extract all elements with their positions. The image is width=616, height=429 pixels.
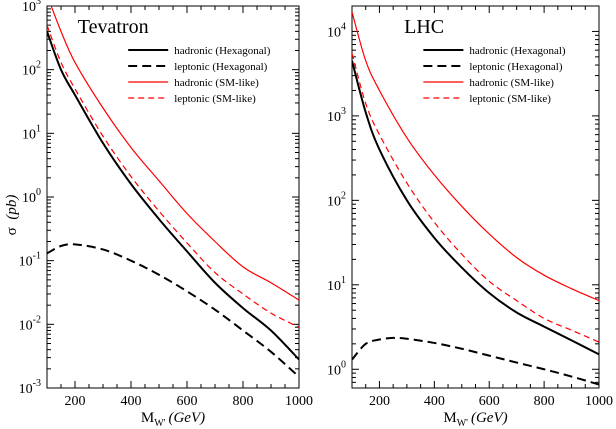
- lhc-x-tick-label: 400: [424, 394, 445, 409]
- tevatron-y-tick-label: 10-3: [19, 378, 41, 397]
- tevatron-curves: [47, 6, 299, 378]
- lhc-x-axis-label: MW' (GeV): [443, 410, 507, 429]
- lhc-x-tick-label: 800: [534, 394, 555, 409]
- svg-text:σ (pb): σ (pb): [4, 195, 20, 236]
- lhc-legend: hadronic (Hexagonal) leptonic (Hexagonal)…: [423, 45, 566, 105]
- tevatron-legend-label: leptonic (SM-like): [174, 93, 256, 105]
- lhc-title: LHC: [404, 16, 444, 38]
- tevatron-x-tick-label: 200: [65, 394, 86, 409]
- lhc-x-tick-label: 200: [369, 394, 390, 409]
- lhc-y-tick-label: 103: [327, 106, 346, 125]
- tevatron-x-axis-label: MW' (GeV): [141, 410, 205, 429]
- tevatron-y-tick-label: 101: [22, 123, 41, 142]
- tevatron-x-tick-label: 1000: [285, 394, 313, 409]
- tevatron-legend-label: leptonic (Hexagonal): [174, 61, 267, 73]
- lhc-panel: 200 400 600 800 1000 100 101 102 103 104 LHC hadron…: [327, 5, 613, 429]
- tevatron-legend-label: hadronic (SM-like): [174, 77, 259, 89]
- y-axis-label: σ (pb): [4, 195, 20, 236]
- tevatron-y-tick-label: 103: [22, 0, 41, 15]
- lhc-legend-label: hadronic (Hexagonal): [469, 45, 566, 57]
- lhc-legend-label: leptonic (SM-like): [469, 93, 551, 105]
- tevatron-x-ticks: 200 400 600 800 1000: [46, 6, 313, 409]
- tevatron-y-tick-label: 10-1: [19, 251, 41, 270]
- lhc-x-tick-label: 600: [479, 394, 500, 409]
- lhc-legend-label: leptonic (Hexagonal): [469, 61, 562, 73]
- lhc-legend-label: hadronic (SM-like): [469, 77, 554, 89]
- tevatron-panel: 200 400 600 800 1000 10-3 10-2 10-1 100 101 102 103…: [19, 0, 313, 429]
- tevatron-series-line-1: [47, 243, 299, 378]
- lhc-y-tick-label: 104: [327, 21, 346, 40]
- tevatron-legend: hadronic (Hexagonal) leptonic (Hexagonal)…: [128, 45, 271, 105]
- lhc-series-line-2: [352, 11, 599, 302]
- lhc-y-tick-label: 101: [327, 275, 346, 294]
- y-axis-label-unit: (pb): [4, 195, 20, 220]
- tevatron-y-ticks: 10-3 10-2 10-1 100 101 102 103: [19, 0, 299, 397]
- lhc-y-tick-label: 100: [327, 359, 346, 378]
- tevatron-legend-label: hadronic (Hexagonal): [174, 45, 271, 57]
- tevatron-series-line-0: [47, 30, 299, 361]
- lhc-series-line-0: [352, 60, 599, 356]
- lhc-series-line-1: [352, 336, 599, 386]
- y-axis-label-symbol: σ: [4, 227, 20, 235]
- tevatron-x-tick-label: 600: [177, 394, 198, 409]
- lhc-x-ticks: 200 400 600 800 1000: [351, 6, 613, 409]
- tevatron-title: Tevatron: [78, 16, 149, 38]
- lhc-x-tick-label: 1000: [585, 394, 613, 409]
- tevatron-x-tick-label: 800: [233, 394, 254, 409]
- tevatron-y-tick-label: 102: [22, 60, 41, 79]
- tevatron-y-tick-label: 10-2: [19, 314, 41, 333]
- tevatron-x-tick-label: 400: [121, 394, 142, 409]
- lhc-y-tick-label: 102: [327, 190, 346, 209]
- lhc-curves: [352, 11, 599, 386]
- tevatron-series-line-2: [50, 6, 299, 301]
- tevatron-y-tick-label: 100: [22, 187, 41, 206]
- lhc-series-line-3: [352, 53, 599, 343]
